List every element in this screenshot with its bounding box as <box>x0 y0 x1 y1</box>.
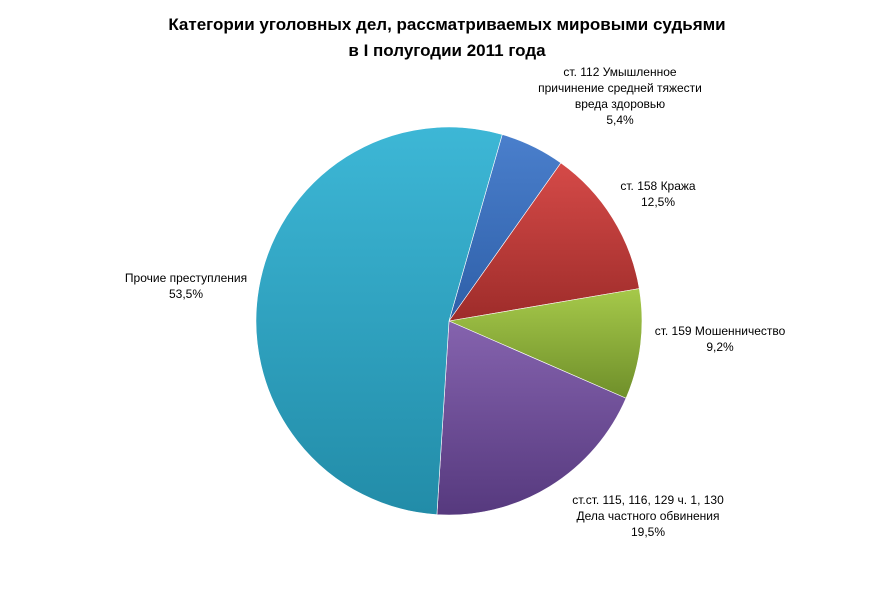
pie-slice-theft <box>448 162 640 322</box>
slice-label-theft-line-1: ст. 158 Кража <box>620 179 696 193</box>
slice-label-private-prosecution: ст.ст. 115, 116, 129 ч. 1, 130 Дела част… <box>538 492 758 540</box>
slice-label-private-prosecution-line-1: ст.ст. 115, 116, 129 ч. 1, 130 <box>572 493 724 507</box>
chart-title-line-2: в I полугодии 2011 года <box>348 41 546 60</box>
slice-value-assault: 5,4% <box>606 113 634 127</box>
pie-slice-private-prosecution <box>436 320 627 516</box>
slice-label-theft: ст. 158 Кража 12,5% <box>588 178 728 210</box>
chart-title: Категории уголовных дел, рассматриваемых… <box>0 12 894 64</box>
slice-label-other-line-1: Прочие преступления <box>124 271 248 285</box>
slice-value-theft: 12,5% <box>640 195 676 209</box>
slice-label-private-prosecution-line-2: Дела частного обвинения <box>576 509 720 523</box>
slice-label-fraud: ст. 159 Мошенничество 9,2% <box>640 323 800 355</box>
chart-title-line-1: Категории уголовных дел, рассматриваемых… <box>168 15 726 34</box>
slice-label-assault-line-2: причинение средней тяжести <box>538 81 702 95</box>
slice-value-fraud: 9,2% <box>706 340 734 354</box>
pie-slice-other <box>255 126 503 515</box>
slice-label-assault-line-1: ст. 112 Умышленное <box>563 65 677 79</box>
slice-value-other: 53,5% <box>168 287 204 301</box>
slice-label-fraud-line-1: ст. 159 Мошенничество <box>654 324 786 338</box>
pie-slice-fraud <box>447 288 643 399</box>
slice-label-assault: ст. 112 Умышленное причинение средней тя… <box>520 64 720 128</box>
slice-value-private-prosecution: 19,5% <box>630 525 666 539</box>
slice-label-assault-line-3: вреда здоровью <box>574 97 666 111</box>
slice-label-other: Прочие преступления 53,5% <box>108 270 264 302</box>
